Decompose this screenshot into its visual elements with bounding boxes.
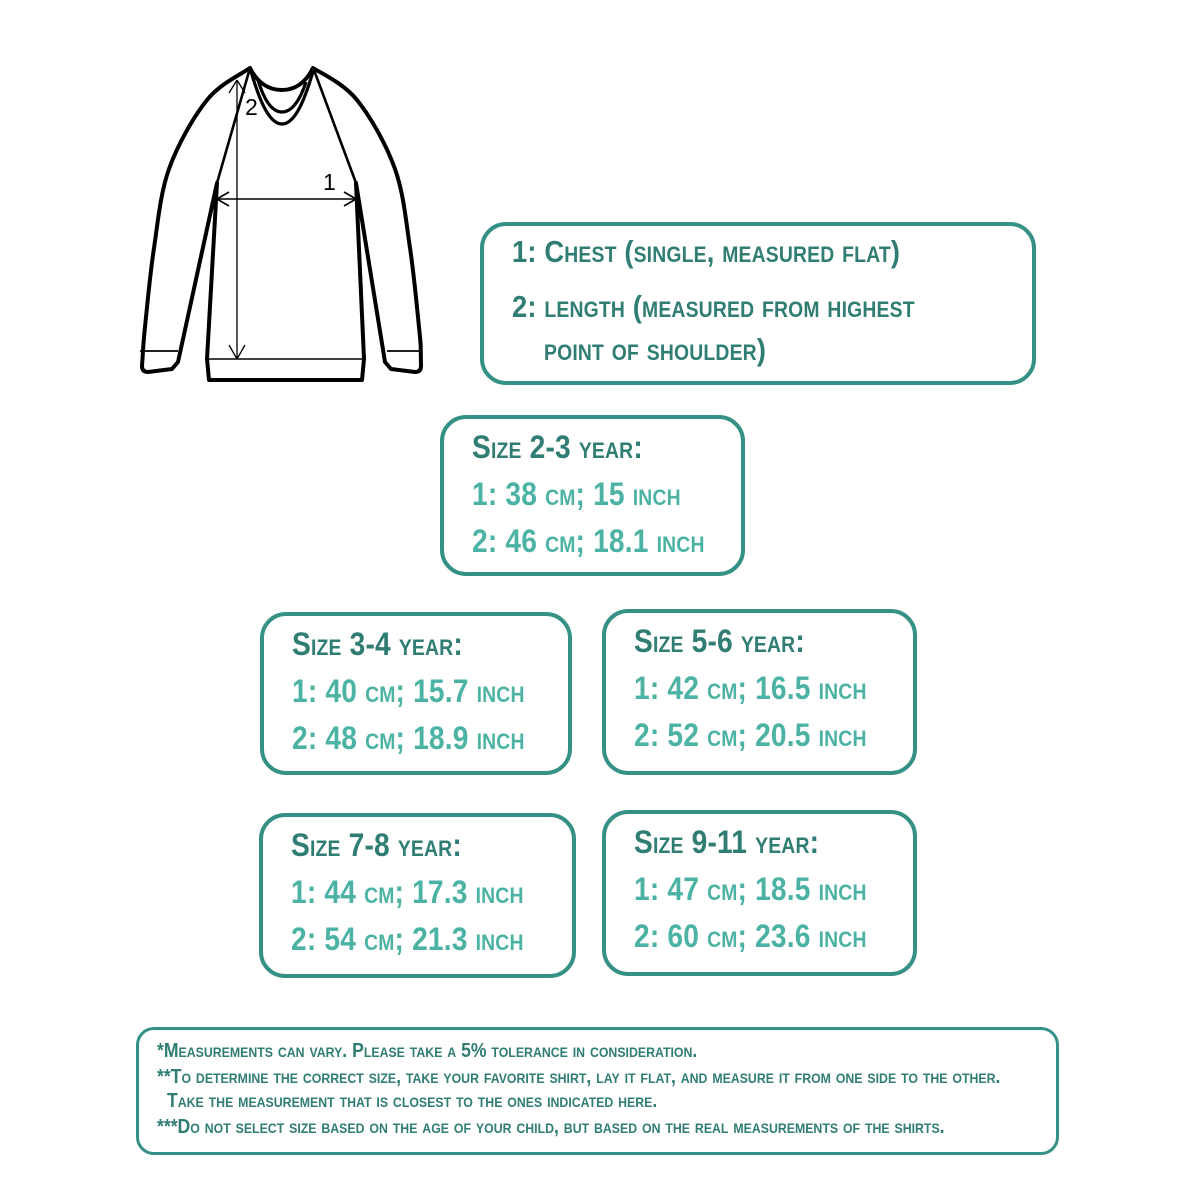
svg-text:2: 2: [245, 94, 258, 120]
svg-text:1: 1: [323, 169, 336, 195]
